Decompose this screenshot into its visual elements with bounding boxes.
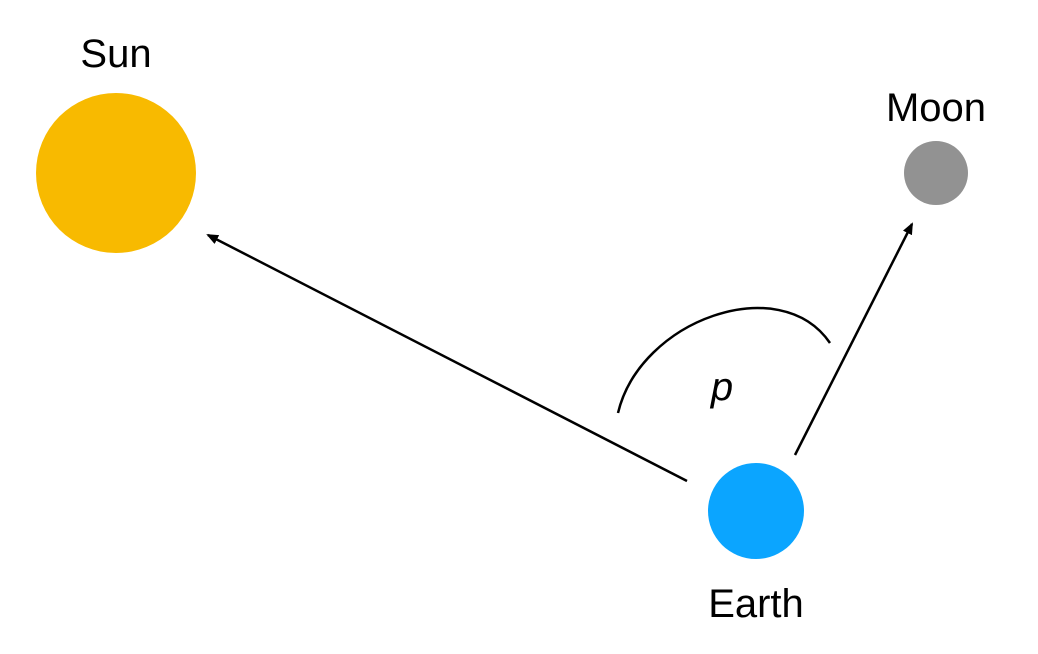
earth-to-moon-arrow	[793, 222, 914, 456]
sun-body	[36, 93, 196, 253]
earth-label: Earth	[708, 582, 804, 626]
moon-label: Moon	[886, 86, 986, 130]
earth-to-sun-arrow	[206, 233, 688, 483]
moon-body	[904, 141, 968, 205]
sun-label: Sun	[80, 32, 151, 76]
angle-label: p	[710, 365, 733, 409]
angle-arc	[616, 306, 832, 414]
earth-body	[708, 463, 804, 559]
